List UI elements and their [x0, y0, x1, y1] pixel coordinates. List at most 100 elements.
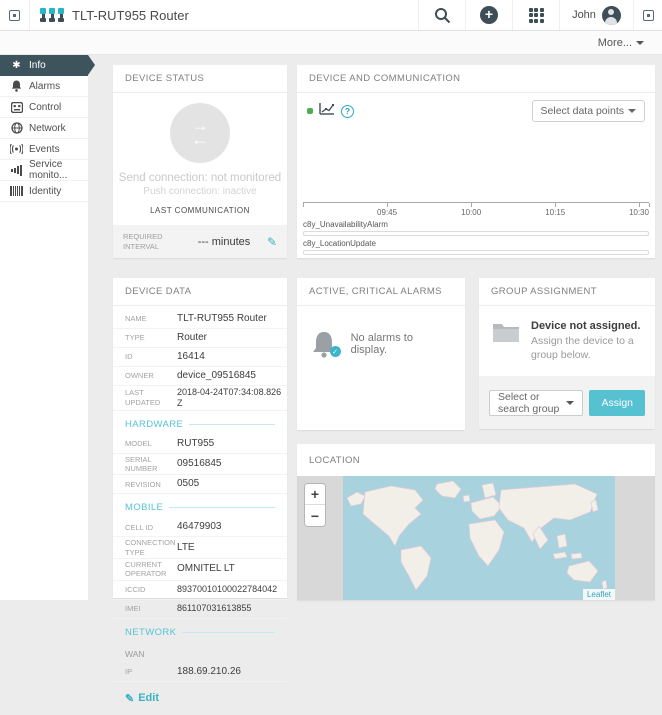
plus-icon: + — [480, 6, 498, 24]
no-alarms-message: No alarms to display. — [351, 332, 451, 356]
action-bar: More... — [0, 31, 662, 55]
required-interval-value: --- minutes — [185, 236, 263, 248]
grid-icon — [529, 8, 544, 23]
x-tick-label: 09:45 — [377, 208, 397, 217]
world-map-tile[interactable] — [343, 476, 615, 600]
assign-button[interactable]: Assign — [589, 390, 645, 416]
sidebar-item-label: Control — [29, 102, 61, 113]
bell-ok-icon: ✓ — [311, 330, 339, 358]
collapse-left-button[interactable] — [0, 0, 30, 30]
select-data-points-label: Select data points — [541, 105, 624, 117]
event-track: c8y_UnavailabilityAlarm — [297, 220, 655, 239]
sidebar-item-control[interactable]: Control — [0, 97, 88, 118]
edit-device-data-button[interactable]: ✎ Edit — [113, 682, 287, 715]
leaflet-attribution-link[interactable]: Leaflet — [583, 589, 615, 600]
event-track-label: c8y_LocationUpdate — [303, 239, 649, 248]
network-subheading: WAN — [113, 643, 287, 663]
sidebar-nav: ✱ Info Alarms Control Network Events Ser… — [0, 55, 88, 600]
card-title: DEVICE DATA — [113, 278, 287, 306]
map-container[interactable]: + − — [297, 476, 655, 600]
x-tick-label: 10:00 — [461, 208, 481, 217]
sidebar-item-network[interactable]: Network — [0, 118, 88, 139]
status-dot-icon — [307, 108, 313, 114]
search-icon — [434, 7, 451, 24]
line-chart-icon[interactable] — [319, 102, 335, 120]
card-title: LOCATION — [297, 444, 655, 476]
user-avatar-icon — [602, 6, 621, 25]
help-icon[interactable]: ? — [341, 105, 354, 118]
sidebar-item-label: Service monito... — [29, 159, 88, 181]
required-interval-label: REQUIRED INTERVAL — [123, 232, 181, 252]
pencil-icon: ✎ — [125, 692, 134, 705]
card-title: DEVICE STATUS — [113, 65, 287, 93]
x-tick-label: 10:15 — [545, 208, 565, 217]
sidebar-item-info[interactable]: ✱ Info — [0, 55, 88, 76]
top-header: TLT-RUT955 Router + John — [0, 0, 662, 31]
globe-icon — [10, 122, 23, 135]
sidebar-item-service-monitoring[interactable]: Service monito... — [0, 160, 88, 181]
x-tick-label: 10:30 — [629, 208, 649, 217]
event-track-bar — [303, 250, 649, 255]
event-track-label: c8y_UnavailabilityAlarm — [303, 220, 649, 229]
required-interval-row: REQUIRED INTERVAL --- minutes ✎ — [113, 225, 287, 258]
select-data-points-button[interactable]: Select data points — [532, 100, 645, 122]
chart-plot-area[interactable] — [297, 122, 655, 202]
sidebar-item-label: Alarms — [29, 81, 60, 92]
device-type-icon — [40, 8, 64, 22]
zoom-in-button[interactable]: + — [305, 484, 325, 505]
more-label: More... — [598, 37, 632, 49]
collapse-icon — [9, 10, 20, 21]
chart-x-axis: 09:45 10:00 10:15 10:30 — [303, 202, 649, 220]
add-button[interactable]: + — [465, 0, 512, 30]
sidebar-item-label: Events — [29, 144, 60, 155]
chevron-down-icon — [636, 41, 644, 45]
section-mobile: MOBILE — [113, 494, 287, 518]
broadcast-icon — [10, 143, 23, 156]
check-icon: ✓ — [330, 346, 341, 357]
event-track-bar — [303, 231, 649, 236]
chevron-down-icon — [628, 109, 636, 113]
group-assignment-card: GROUP ASSIGNMENT Device not assigned. As… — [479, 278, 655, 429]
not-assigned-hint: Assign the device to a group below. — [531, 334, 643, 362]
event-track: c8y_LocationUpdate — [297, 239, 655, 258]
not-assigned-title: Device not assigned. — [531, 320, 643, 332]
device-status-card: DEVICE STATUS →← Send connection: not mo… — [113, 65, 287, 258]
sidebar-item-alarms[interactable]: Alarms — [0, 76, 88, 97]
collapse-right-button[interactable] — [633, 0, 662, 30]
location-card: LOCATION + − — [297, 444, 655, 600]
more-menu-button[interactable]: More... — [598, 37, 644, 49]
group-select[interactable]: Select or search group — [489, 390, 583, 416]
collapse-icon — [643, 10, 654, 21]
active-alarms-card: ACTIVE, CRITICAL ALARMS ✓ No alarms to d… — [297, 278, 465, 430]
card-title: DEVICE AND COMMUNICATION — [297, 65, 655, 93]
sidebar-item-events[interactable]: Events — [0, 139, 88, 160]
card-title: GROUP ASSIGNMENT — [479, 278, 655, 306]
connection-status-icon: →← — [170, 103, 230, 163]
barcode-icon — [10, 185, 23, 198]
last-communication-label: LAST COMMUNICATION — [150, 206, 250, 215]
app-switcher-button[interactable] — [512, 0, 559, 30]
control-icon — [10, 101, 23, 114]
sidebar-item-identity[interactable]: Identity — [0, 181, 88, 202]
page-title: TLT-RUT955 Router — [72, 8, 189, 23]
section-hardware: HARDWARE — [113, 411, 287, 435]
zoom-out-button[interactable]: − — [305, 505, 325, 526]
search-button[interactable] — [418, 0, 465, 30]
folder-icon — [491, 320, 521, 362]
card-title: ACTIVE, CRITICAL ALARMS — [297, 278, 465, 306]
edit-interval-icon[interactable]: ✎ — [267, 235, 277, 249]
user-menu[interactable]: John — [559, 0, 633, 30]
